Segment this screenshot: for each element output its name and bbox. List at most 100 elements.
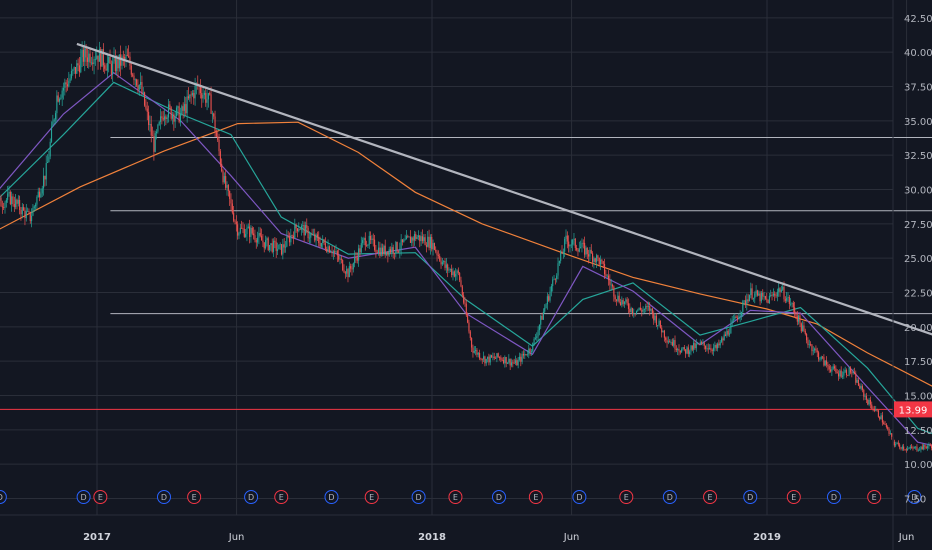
candle-body	[857, 379, 860, 386]
candle-body	[231, 203, 233, 213]
dividend-event-icon[interactable]: D	[157, 490, 171, 504]
earnings-event-icon[interactable]: E	[867, 490, 882, 504]
earnings-event-icon[interactable]: E	[528, 490, 543, 504]
dividend-event-icon[interactable]: D	[492, 490, 506, 504]
candle-body	[732, 319, 735, 321]
candle-body	[540, 315, 542, 325]
candle-body	[875, 409, 877, 411]
candle-body	[654, 315, 656, 321]
moving-average-line[interactable]	[0, 72, 932, 453]
candle-body	[904, 449, 906, 451]
candle-body	[469, 331, 471, 338]
candle-body	[206, 99, 208, 103]
candle-body	[263, 242, 265, 249]
candle-body	[291, 235, 293, 236]
time-axis[interactable]: 2017Jun2018Jun2019Jun2020Jun2021MaySep	[0, 514, 932, 543]
candle-body	[909, 446, 911, 449]
candle-body	[255, 239, 257, 243]
candle-body	[254, 235, 256, 240]
dividend-event-icon[interactable]: D	[244, 490, 259, 504]
candle-body	[136, 79, 138, 86]
dividend-event-icon[interactable]: D	[907, 490, 922, 504]
earnings-event-icon[interactable]: E	[93, 490, 108, 504]
dividend-event-icon[interactable]: D	[662, 490, 677, 504]
candle-body	[578, 248, 580, 252]
candle-body	[651, 308, 653, 314]
candle-body	[100, 48, 102, 67]
dividend-event-icon[interactable]: D	[76, 490, 91, 504]
moving-average-line[interactable]	[0, 81, 932, 446]
candle-body	[576, 247, 578, 250]
candle-body	[132, 74, 134, 76]
candle-body	[615, 299, 618, 301]
dividend-event-circle	[0, 490, 7, 504]
earnings-event-icon[interactable]: E	[364, 490, 379, 504]
candle-body	[142, 92, 144, 94]
candle-body	[602, 261, 604, 264]
candle-body	[101, 49, 103, 67]
dividend-event-icon[interactable]: D	[572, 490, 587, 504]
candle-body	[90, 62, 92, 64]
candle-body	[359, 248, 361, 253]
dividend-event-icon[interactable]: D	[827, 490, 841, 504]
candle-body	[903, 446, 905, 450]
candle-body	[810, 344, 812, 346]
candle-body	[292, 235, 295, 239]
candle-body	[222, 171, 224, 183]
candle-body	[179, 113, 182, 123]
candle-body	[779, 288, 781, 292]
candle-body	[891, 433, 893, 437]
earnings-event-icon[interactable]: E	[274, 490, 289, 504]
candle-body	[318, 237, 320, 243]
candle-body	[161, 116, 163, 118]
earnings-event-icon[interactable]: E	[619, 490, 634, 504]
candle-body	[460, 280, 462, 287]
candle-body	[541, 315, 543, 320]
candle-body	[912, 447, 914, 449]
candle-body	[633, 313, 635, 315]
dividend-event-icon[interactable]: D	[324, 490, 339, 504]
candle-body	[808, 344, 810, 346]
plot-area[interactable]: 0.786(33.79)0.618(28.45)0.382(20.96)	[0, 40, 932, 478]
candle-body	[884, 424, 886, 426]
earnings-event-icon[interactable]: E	[187, 490, 202, 504]
earnings-event-icon[interactable]: E	[448, 490, 463, 504]
candle-body	[133, 75, 135, 80]
candle-body	[791, 303, 793, 304]
candle-body	[524, 354, 526, 356]
dividend-event-icon[interactable]: D	[743, 490, 758, 504]
candle-body	[716, 343, 719, 349]
candle-body	[613, 286, 615, 297]
candle-body	[149, 123, 151, 125]
dividend-event-icon[interactable]: D	[411, 490, 426, 504]
candle-body	[625, 299, 627, 302]
candle-body	[752, 298, 754, 300]
moving-average-line[interactable]	[0, 121, 932, 415]
candle-body	[186, 96, 188, 114]
candle-body	[820, 356, 822, 360]
candle-body	[900, 447, 902, 449]
dividend-event-icon[interactable]: D	[0, 490, 7, 504]
candle-body	[705, 345, 707, 349]
candle-body	[839, 370, 841, 377]
candle-body	[774, 293, 776, 296]
price-axis[interactable]: 42.50 40.00 37.50 35.00 32.50 30.00 27.50 25.00…	[892, 0, 932, 550]
candle-body	[167, 104, 170, 118]
candle-body	[371, 238, 373, 240]
candle-body	[728, 333, 731, 335]
candle-body	[661, 327, 663, 333]
candle-body	[639, 307, 641, 310]
earnings-event-icon[interactable]: E	[786, 490, 801, 504]
candle-body	[76, 63, 78, 74]
candle-body	[366, 245, 368, 247]
candle-body	[124, 57, 126, 60]
price-tick-label: 12.50	[904, 426, 932, 437]
candle-body	[619, 302, 622, 306]
candle-body	[617, 295, 619, 301]
candle-body	[685, 349, 687, 354]
candle-body	[497, 353, 499, 357]
earnings-event-icon[interactable]: E	[703, 490, 718, 504]
trendline[interactable]	[76, 42, 932, 429]
candle-body	[586, 247, 588, 255]
